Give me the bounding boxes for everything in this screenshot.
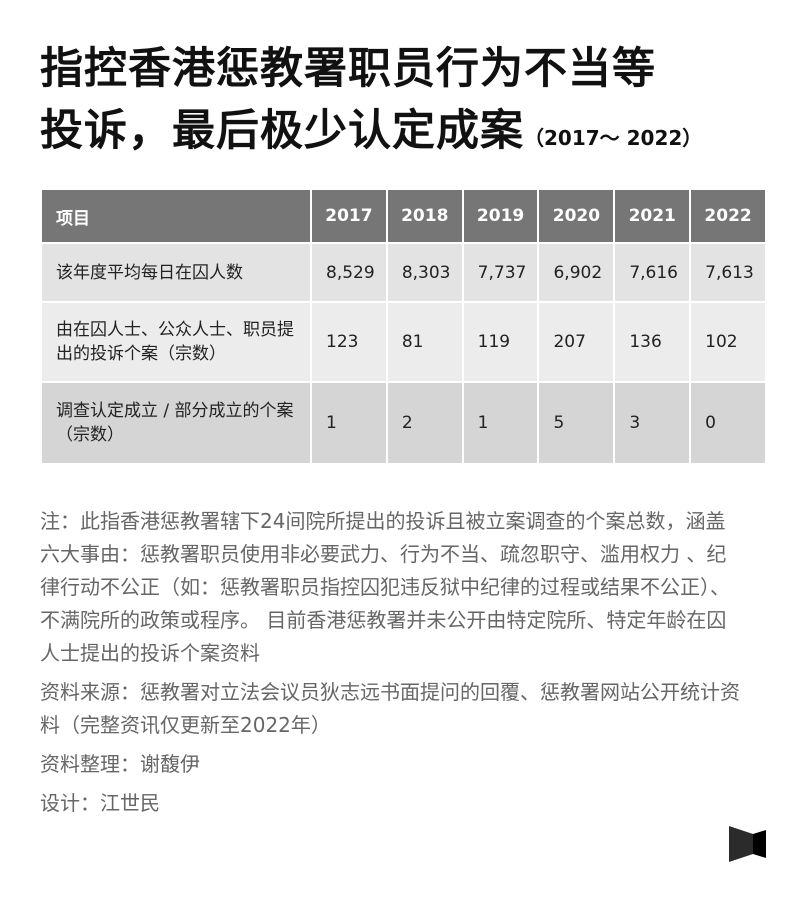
- table-cell-2018: 8,303: [385, 242, 464, 303]
- title-line-1: 指控香港惩教署职员行为不当等: [40, 44, 656, 94]
- table-row: 该年度平均每日在囚人数 8,529 8,303 7,737 6,902 7,616 7,61…: [40, 242, 767, 303]
- table-cell-2017: 1: [310, 381, 388, 465]
- column-header-2019: 2019: [461, 188, 540, 244]
- table-cell-2018: 81: [385, 301, 464, 383]
- bowtie-logo-icon: [729, 826, 766, 862]
- table-cell-2020: 6,902: [537, 242, 616, 303]
- table-cell-2018: 2: [385, 381, 464, 465]
- title-period: （2017～ 2022）: [524, 126, 703, 150]
- table-cell-2022: 102: [689, 301, 767, 383]
- table-cell-2022: 0: [689, 381, 767, 465]
- table-cell-2017: 8,529: [310, 242, 388, 303]
- table-cell-2020: 207: [537, 301, 616, 383]
- column-header-2021: 2021: [613, 188, 692, 244]
- column-header-item: 项目: [40, 188, 312, 244]
- table-row: 调查认定成立 / 部分成立的个案（宗数） 1 2 1 5 3 0: [40, 381, 767, 465]
- designed-by: 设计：江世民: [40, 791, 160, 815]
- table-header-row: 项目 2017 2018 2019 2020 2021 2022: [40, 188, 767, 244]
- table-cell-2019: 1: [461, 381, 540, 465]
- page-title: 指控香港惩教署职员行为不当等 投诉，最后极少认定成案（2017～ 2022）: [40, 38, 780, 169]
- data-table: 项目 2017 2018 2019 2020 2021 2022 该年度平均每日在囚人数 8,…: [40, 188, 767, 465]
- title-line-2-text: 投诉，最后极少认定成案: [40, 106, 524, 156]
- column-header-2022: 2022: [689, 188, 767, 244]
- table-cell-2022: 7,613: [689, 242, 767, 303]
- column-header-2017: 2017: [310, 188, 388, 244]
- table-cell-2021: 3: [613, 381, 692, 465]
- table-cell-2020: 5: [537, 381, 616, 465]
- column-header-2018: 2018: [385, 188, 464, 244]
- title-line-2: 投诉，最后极少认定成案（2017～ 2022）: [40, 100, 780, 169]
- table-cell-2019: 7,737: [461, 242, 540, 303]
- row-label: 该年度平均每日在囚人数: [40, 242, 312, 303]
- table-cell-2019: 119: [461, 301, 540, 383]
- row-label: 由在囚人士、公众人士、职员提出的投诉个案（宗数）: [40, 301, 312, 383]
- compiled-by: 资料整理：谢馥伊: [40, 752, 200, 776]
- notes: 注：此指香港惩教署辖下24间院所提出的投诉且被立案调查的个案总数，涵盖六大事由：…: [40, 505, 740, 826]
- table-cell-2021: 136: [613, 301, 692, 383]
- note-text: 注：此指香港惩教署辖下24间院所提出的投诉且被立案调查的个案总数，涵盖六大事由：…: [40, 509, 730, 665]
- table-cell-2017: 123: [310, 301, 388, 383]
- column-header-2020: 2020: [537, 188, 616, 244]
- table-cell-2021: 7,616: [613, 242, 692, 303]
- source-text: 资料来源：惩教署对立法会议员狄志远书面提问的回覆、惩教署网站公开统计资料（完整资…: [40, 680, 740, 737]
- row-label: 调查认定成立 / 部分成立的个案（宗数）: [40, 381, 312, 465]
- table-row: 由在囚人士、公众人士、职员提出的投诉个案（宗数） 123 81 119 207 136 10…: [40, 301, 767, 383]
